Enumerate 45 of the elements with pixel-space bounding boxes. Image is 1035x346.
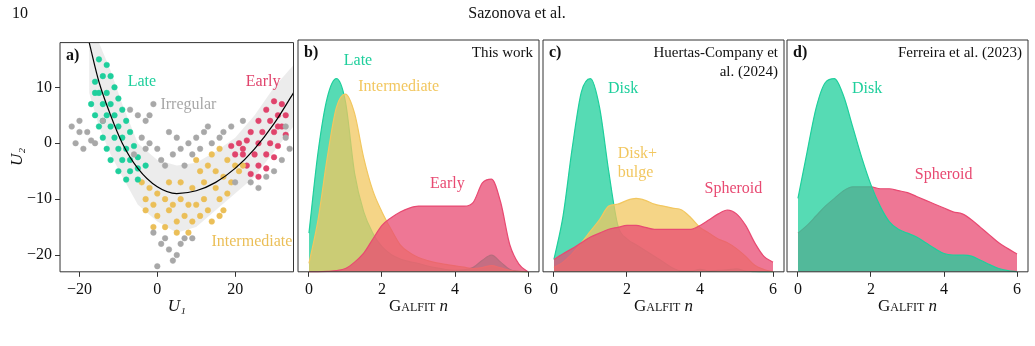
- text: This work: [471, 43, 534, 60]
- series-label: Spheroid: [914, 164, 973, 183]
- y-axis-title: U₂: [7, 148, 28, 167]
- x-tick-label: 6: [1013, 279, 1022, 297]
- x-tick-label: 4: [696, 279, 705, 297]
- text: b): [304, 43, 319, 62]
- text: Sazonova et al.: [468, 4, 566, 22]
- x-tick-label: 0: [304, 279, 313, 297]
- x-tick-label: 20: [227, 279, 244, 297]
- x-tick-label: 2: [622, 279, 631, 297]
- series-label: Disk+ bulge: [617, 143, 657, 181]
- x-tick-label: 6: [524, 279, 533, 297]
- text: d): [793, 43, 808, 62]
- x-axis-title: Galfit n: [388, 295, 449, 315]
- x-tick-label: 6: [769, 279, 778, 297]
- x-tick-label: 2: [377, 279, 386, 297]
- x-axis-title: U₁: [167, 295, 186, 315]
- y-tick-label: 0: [44, 133, 53, 151]
- text: 10: [12, 4, 28, 22]
- y-tick-label: 10: [36, 77, 53, 95]
- text: Irregular: [160, 94, 218, 113]
- annotation: Huertas-Company et al. (2024): [653, 43, 779, 80]
- annotation: a): [66, 45, 80, 64]
- x-tick-label: 0: [793, 279, 802, 297]
- x-tick-label: 2: [866, 279, 875, 297]
- series-label: Disk: [608, 78, 639, 96]
- text: c): [549, 43, 562, 62]
- series-label: Intermediate: [358, 76, 440, 94]
- x-tick-label: 0: [549, 279, 558, 297]
- y-tick-label: −10: [26, 189, 53, 207]
- x-tick-label: 4: [940, 279, 949, 297]
- series-label: Spheroid: [704, 178, 763, 197]
- x-tick-label: −20: [66, 279, 92, 297]
- text: Early: [245, 71, 281, 90]
- series-label: Late: [343, 51, 373, 69]
- x-axis-title: Galfit n: [633, 295, 694, 315]
- text: Late: [127, 71, 157, 89]
- series-label: Early: [430, 173, 465, 192]
- x-tick-label: 0: [153, 279, 162, 297]
- y-tick-label: −20: [26, 245, 53, 263]
- text: Intermediate: [211, 232, 293, 250]
- x-tick-label: 4: [451, 279, 460, 297]
- series-label: Disk: [852, 78, 883, 96]
- text: Ferreira et al. (2023): [897, 43, 1022, 61]
- x-axis-title: Galfit n: [877, 295, 938, 315]
